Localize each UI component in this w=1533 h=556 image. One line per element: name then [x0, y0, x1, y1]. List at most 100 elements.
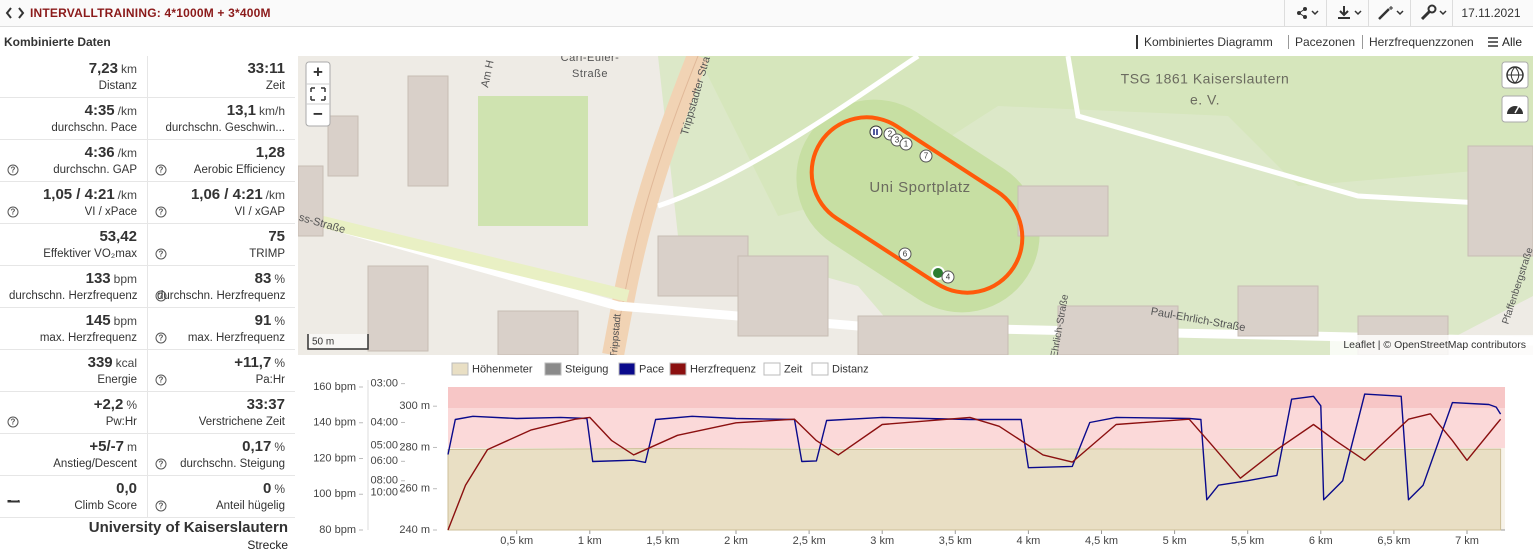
- stat-label: VI / xGAP: [234, 206, 286, 218]
- stat-unit: %: [274, 356, 285, 370]
- stat-label: Aerobic Efficiency: [193, 164, 285, 176]
- nav-arrows[interactable]: [4, 5, 26, 21]
- stat-value: 1,05 / 4:21/km: [43, 186, 137, 203]
- help-mark: ?: [11, 208, 16, 217]
- stat-cell: 53,42 Effektiver VO₂max: [0, 224, 148, 266]
- lap-number: 2: [888, 130, 893, 139]
- help-circle: [155, 206, 167, 218]
- help-circle: [7, 206, 19, 218]
- stat-number: 33:11: [247, 60, 285, 77]
- stat-cell: +11,7% Pa:Hr?: [148, 350, 295, 392]
- stat-label: Pw:Hr: [105, 416, 137, 428]
- activity-title: INTERVALLTRAINING: 4*1000M + 3*400M: [30, 6, 271, 20]
- stat-number: 133: [85, 270, 111, 287]
- map-label: Carl-Euler-: [561, 56, 620, 64]
- y-tick-label: 03:00: [370, 378, 398, 390]
- stat-icon: [7, 500, 20, 503]
- x-tick-label: 5,5 km: [1231, 535, 1264, 547]
- stat-value: 133 bpm: [86, 270, 137, 287]
- x-tick-label: 2 km: [724, 535, 748, 547]
- y-tick-label: 08:00: [370, 475, 398, 487]
- zoom-control: [305, 61, 331, 127]
- route: [809, 115, 1025, 295]
- stat-value: +2,2%: [94, 396, 137, 413]
- y-tick-label: 160 bpm: [313, 381, 356, 393]
- map[interactable]: Carl-Euler- Straße TSG 1861 Kaiserslautern…: [298, 56, 1533, 355]
- tab[interactable]: Kombiniertes Diagramm: [1136, 35, 1273, 49]
- help-mark: ?: [159, 166, 164, 175]
- tools-button[interactable]: [1410, 0, 1452, 26]
- help-mark: ?: [159, 250, 164, 259]
- help-circle: [155, 332, 167, 344]
- x-tick-label: 6 km: [1309, 535, 1333, 547]
- location-label: Strecke: [247, 538, 288, 552]
- stat-value: 53,42: [99, 228, 137, 245]
- location: University of Kaiserslautern Strecke: [0, 519, 288, 552]
- share-button[interactable]: [1284, 0, 1326, 26]
- lap-marker: [898, 247, 912, 261]
- stat-value: 0%: [263, 480, 285, 497]
- pause-marker: [869, 125, 883, 139]
- stat-label: durchschn. Herzfrequenz: [9, 290, 137, 302]
- stat-icon: [7, 248, 21, 262]
- help-mark: ?: [11, 418, 16, 427]
- stat-value: 33:11: [247, 60, 285, 77]
- stat-unit: /km: [265, 188, 285, 202]
- stat-label: Distanz: [98, 80, 137, 92]
- top-bar: INTERVALLTRAINING: 4*1000M + 3*400M 17.1…: [0, 0, 1533, 27]
- fullscreen-button[interactable]: [310, 87, 326, 101]
- stat-label: durchschn. Geschwin...: [165, 122, 285, 134]
- stat-number: 33:37: [246, 396, 285, 413]
- y-tick-label: 240 m: [399, 524, 430, 536]
- legend-label: Höhenmeter: [472, 363, 533, 375]
- lap-number: 6: [903, 250, 908, 259]
- legend-swatch: [451, 362, 469, 376]
- stat-cell: +5/-7 m Anstieg/Descent: [0, 434, 148, 476]
- tab[interactable]: Pacezonen: [1288, 35, 1355, 49]
- stat-number: 145: [85, 312, 111, 329]
- legend-swatch: [669, 362, 687, 376]
- stat-number: 83: [254, 270, 272, 287]
- stat-cell: 33:37 Verstrichene Zeit: [148, 392, 295, 434]
- stat-cell: 4:36/km durchschn. GAP?: [0, 140, 148, 182]
- legend-swatch: [618, 362, 636, 376]
- magic-button[interactable]: [1368, 0, 1410, 26]
- stat-label: Pa:Hr: [255, 374, 285, 386]
- help-mark: ?: [159, 376, 164, 385]
- tab[interactable]: Herzfrequenzzonen: [1362, 35, 1474, 49]
- stat-number: 0,17: [242, 438, 272, 455]
- map-label: Trippstadt: [609, 313, 624, 355]
- stat-unit: bpm: [113, 314, 137, 328]
- y-tick-label: 04:00: [370, 416, 398, 428]
- stat-value: 1,28: [256, 144, 285, 161]
- series-line: [447, 413, 1502, 531]
- legend-label: Herzfrequenz: [690, 363, 756, 375]
- scale-bar: [307, 334, 369, 350]
- stat-value: 13,1 km/h: [227, 102, 285, 119]
- tab[interactable]: Alle: [1502, 35, 1523, 49]
- lap-marker: [941, 270, 955, 284]
- stat-value: 75: [268, 228, 285, 245]
- stat-cell: 133 bpm durchschn. Herzfrequenz: [0, 266, 148, 308]
- help-circle: [7, 164, 19, 176]
- scale-label: 50 m: [312, 337, 334, 348]
- date-box: [1452, 0, 1533, 26]
- legend-swatch: [763, 362, 781, 376]
- help-mark: ?: [159, 292, 164, 301]
- stat-value: 4:36/km: [85, 144, 137, 161]
- hr-zone: [448, 408, 1505, 448]
- stat-unit: /km: [117, 188, 137, 202]
- zoom-in: +: [313, 62, 323, 81]
- stat-number: +2,2: [93, 396, 124, 413]
- stat-unit: %: [274, 314, 285, 328]
- stat-number: 1,06 / 4:21: [190, 186, 263, 203]
- stat-label: Anstieg/Descent: [53, 458, 137, 470]
- attribution-box: [1330, 335, 1533, 355]
- stat-value: 83%: [255, 270, 285, 287]
- panel-title: Kombinierte Daten: [4, 35, 111, 49]
- download-button[interactable]: [1326, 0, 1368, 26]
- stat-label: TRIMP: [249, 248, 285, 260]
- y-tick-label: 260 m: [399, 483, 430, 495]
- stat-number: 4:35: [84, 102, 115, 119]
- x-tick-label: 4 km: [1016, 535, 1040, 547]
